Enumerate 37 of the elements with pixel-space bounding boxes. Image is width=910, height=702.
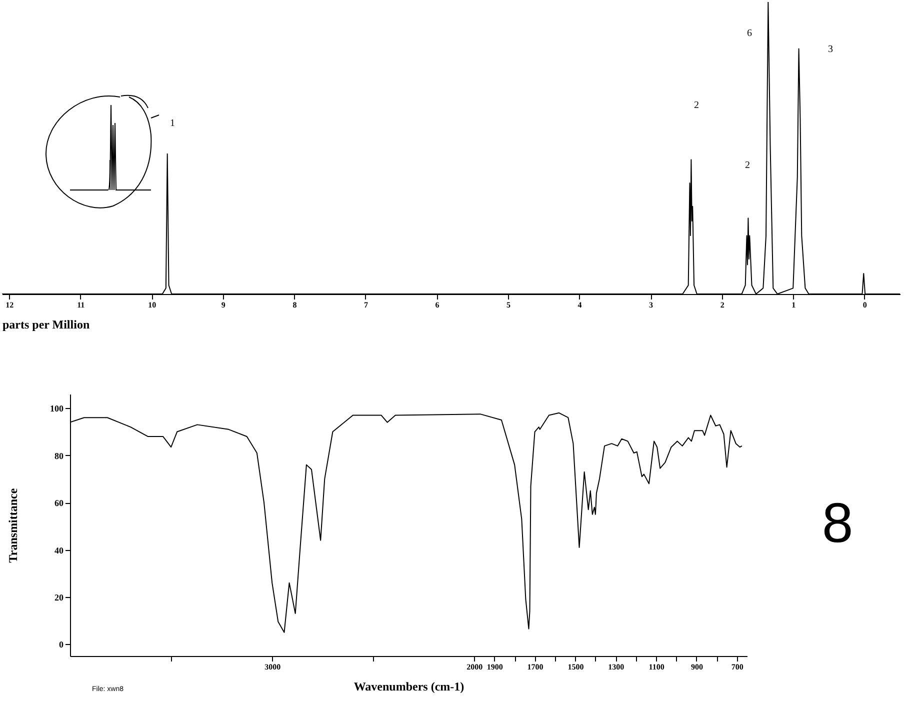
annotation: 2 — [745, 160, 750, 171]
y-axis-title: Transmittance — [6, 488, 20, 563]
x-tick-label: 1 — [792, 300, 796, 310]
x-tick-label: 900 — [690, 662, 703, 672]
x-axis-title: Wavenumbers (cm-1) — [354, 680, 464, 694]
annotation: 6 — [747, 28, 752, 39]
y-tick-label: 0 — [59, 640, 64, 650]
x-tick-label: 1900 — [486, 662, 503, 672]
text: 8 — [822, 490, 854, 555]
x-tick-label: 700 — [731, 662, 744, 672]
x-tick-label: 8 — [292, 300, 297, 310]
y-tick-label: 100 — [50, 404, 64, 414]
y-tick-label: 80 — [54, 450, 64, 461]
annotation: 2 — [694, 100, 699, 111]
x-tick-label: 7 — [364, 300, 368, 310]
x-axis-title: parts per Million — [2, 318, 90, 332]
x-tick-label: 11 — [77, 300, 85, 310]
x-tick-label: 6 — [435, 300, 440, 310]
annotation: 1 — [170, 118, 175, 129]
y-tick-label: 40 — [54, 545, 64, 556]
x-tick-label: 1100 — [648, 662, 664, 672]
y-tick-label: 20 — [54, 592, 64, 602]
x-tick-label: 0 — [862, 300, 867, 310]
x-tick-label: 3 — [649, 300, 654, 310]
x-tick-label: 10 — [148, 300, 156, 310]
x-tick-label: 3000 — [264, 662, 281, 672]
x-tick-label: 5 — [506, 300, 511, 310]
x-tick-label: 9 — [221, 300, 226, 310]
x-tick-label: 1300 — [608, 662, 624, 672]
x-tick-label: 2000 — [466, 662, 483, 672]
x-tick-label: 4 — [578, 300, 582, 310]
x-tick-label: 2 — [720, 300, 724, 310]
annotation: 3 — [828, 44, 833, 55]
x-tick-label: 1700 — [527, 662, 544, 672]
x-tick-label: 1500 — [568, 662, 584, 672]
y-tick-label: 60 — [54, 498, 64, 508]
x-tick-label: 12 — [6, 300, 14, 310]
